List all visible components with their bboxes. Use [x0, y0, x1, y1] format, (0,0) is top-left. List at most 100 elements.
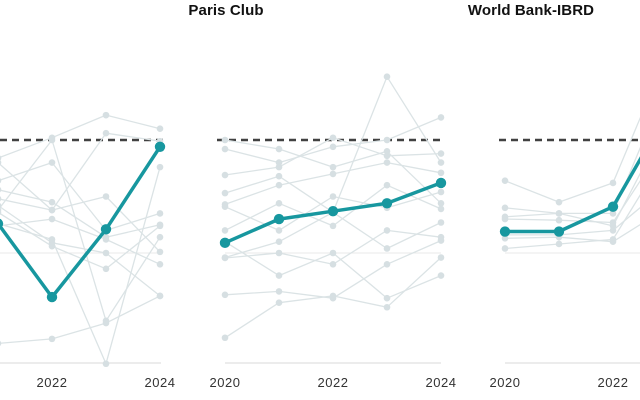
background-series-dot: [48, 159, 56, 166]
background-series-dot: [437, 114, 445, 121]
background-series-dot: [48, 198, 56, 206]
background-series-dot: [329, 292, 337, 300]
background-series-dot: [156, 248, 164, 256]
background-series-dot: [329, 163, 337, 171]
x-tick-label: 2020: [210, 375, 241, 390]
background-series-dot: [0, 178, 2, 184]
background-series-line: [0, 206, 161, 297]
background-series-dot: [275, 227, 283, 234]
highlight-series-line: [0, 145, 162, 299]
background-series-dot: [156, 233, 164, 241]
background-series-dot: [609, 222, 617, 230]
background-series-dot: [0, 340, 2, 347]
panel-left-cropped: [0, 111, 166, 368]
background-series-dot: [329, 170, 337, 178]
highlight-series-dot: [219, 237, 231, 249]
x-tick-label: 2022: [598, 375, 629, 390]
background-series-dot: [102, 111, 110, 119]
background-series-dot: [0, 196, 2, 202]
background-series-dot: [437, 219, 445, 226]
highlight-series-dot: [327, 205, 339, 217]
background-series-dot: [102, 249, 110, 257]
background-series-dot: [329, 143, 337, 151]
background-series-dot: [437, 159, 445, 166]
x-tick-label: 2022: [318, 375, 349, 390]
background-series-dot: [383, 159, 391, 166]
background-series-dot: [275, 238, 283, 245]
background-series-dot: [383, 303, 391, 311]
background-series-dot: [221, 145, 229, 153]
background-series-dot: [437, 272, 445, 279]
background-series-dot: [156, 163, 164, 171]
highlight-series-dot: [381, 198, 393, 209]
background-series-dot: [0, 159, 2, 166]
panel-paris-club: [217, 73, 447, 364]
background-series-dot: [329, 261, 337, 268]
x-tick-label: 2020: [490, 375, 521, 390]
background-series-dot: [275, 199, 283, 207]
background-series-dot: [102, 129, 110, 137]
background-series-dot: [102, 193, 110, 200]
highlight-series-line: [503, 156, 640, 234]
background-series-dot: [383, 227, 391, 234]
background-series-dot: [221, 189, 229, 197]
background-series-dot: [221, 254, 229, 262]
background-series-dot: [501, 245, 509, 252]
background-series-dot: [383, 261, 391, 268]
background-series-dot: [275, 172, 283, 180]
background-series-dot: [555, 198, 563, 206]
x-tick-label: 2022: [37, 375, 68, 390]
background-series-dot: [609, 236, 617, 243]
panel-world-bank-ibrd: [499, 116, 640, 364]
background-series-dot: [275, 163, 283, 171]
highlight-series-dot: [499, 226, 511, 237]
panel-title-paris-club: Paris Club: [188, 2, 264, 19]
background-series-dot: [102, 360, 110, 368]
background-series-dot: [329, 134, 337, 142]
background-series-dot: [156, 210, 164, 217]
background-series-dot: [48, 215, 56, 223]
background-series-line: [505, 206, 640, 236]
background-series-dot: [275, 145, 283, 153]
background-series-dot: [383, 148, 391, 155]
background-series-dot: [555, 216, 563, 224]
background-series-line: [504, 180, 640, 224]
background-series-dot: [437, 169, 445, 177]
background-series-dot: [48, 136, 56, 144]
background-series-dot: [383, 152, 391, 160]
background-series-dot: [437, 150, 445, 157]
background-series-dot: [501, 204, 509, 212]
background-series-line: [504, 116, 640, 203]
background-series-dot: [48, 236, 56, 243]
highlight-series-dot: [607, 201, 619, 212]
background-series-dot: [329, 193, 337, 200]
background-series-dot: [102, 265, 110, 273]
highlight-series-dot: [0, 218, 4, 229]
background-series-dot: [609, 210, 617, 217]
background-series-dot: [437, 205, 445, 213]
x-tick-label: 2024: [145, 375, 176, 390]
background-series-dot: [437, 188, 445, 196]
background-series-dot: [0, 202, 2, 209]
background-series-line: [504, 172, 640, 227]
background-series-line: [0, 166, 161, 365]
background-series-dot: [275, 288, 283, 295]
background-series-dot: [275, 299, 283, 307]
background-series-dot: [275, 249, 283, 257]
background-series-line: [504, 146, 640, 218]
background-series-dot: [156, 261, 164, 268]
background-series-dot: [156, 125, 164, 132]
background-series-dot: [329, 249, 337, 257]
background-series-dot: [221, 203, 229, 210]
background-series-dot: [221, 136, 229, 144]
background-series-dot: [0, 187, 2, 193]
background-series-dot: [501, 177, 509, 184]
x-tick-label: 2024: [426, 375, 457, 390]
background-series-dot: [437, 237, 445, 244]
background-series-dot: [221, 171, 229, 179]
background-series-dot: [156, 292, 164, 300]
background-series-dot: [609, 179, 617, 187]
background-series-dot: [383, 245, 391, 252]
